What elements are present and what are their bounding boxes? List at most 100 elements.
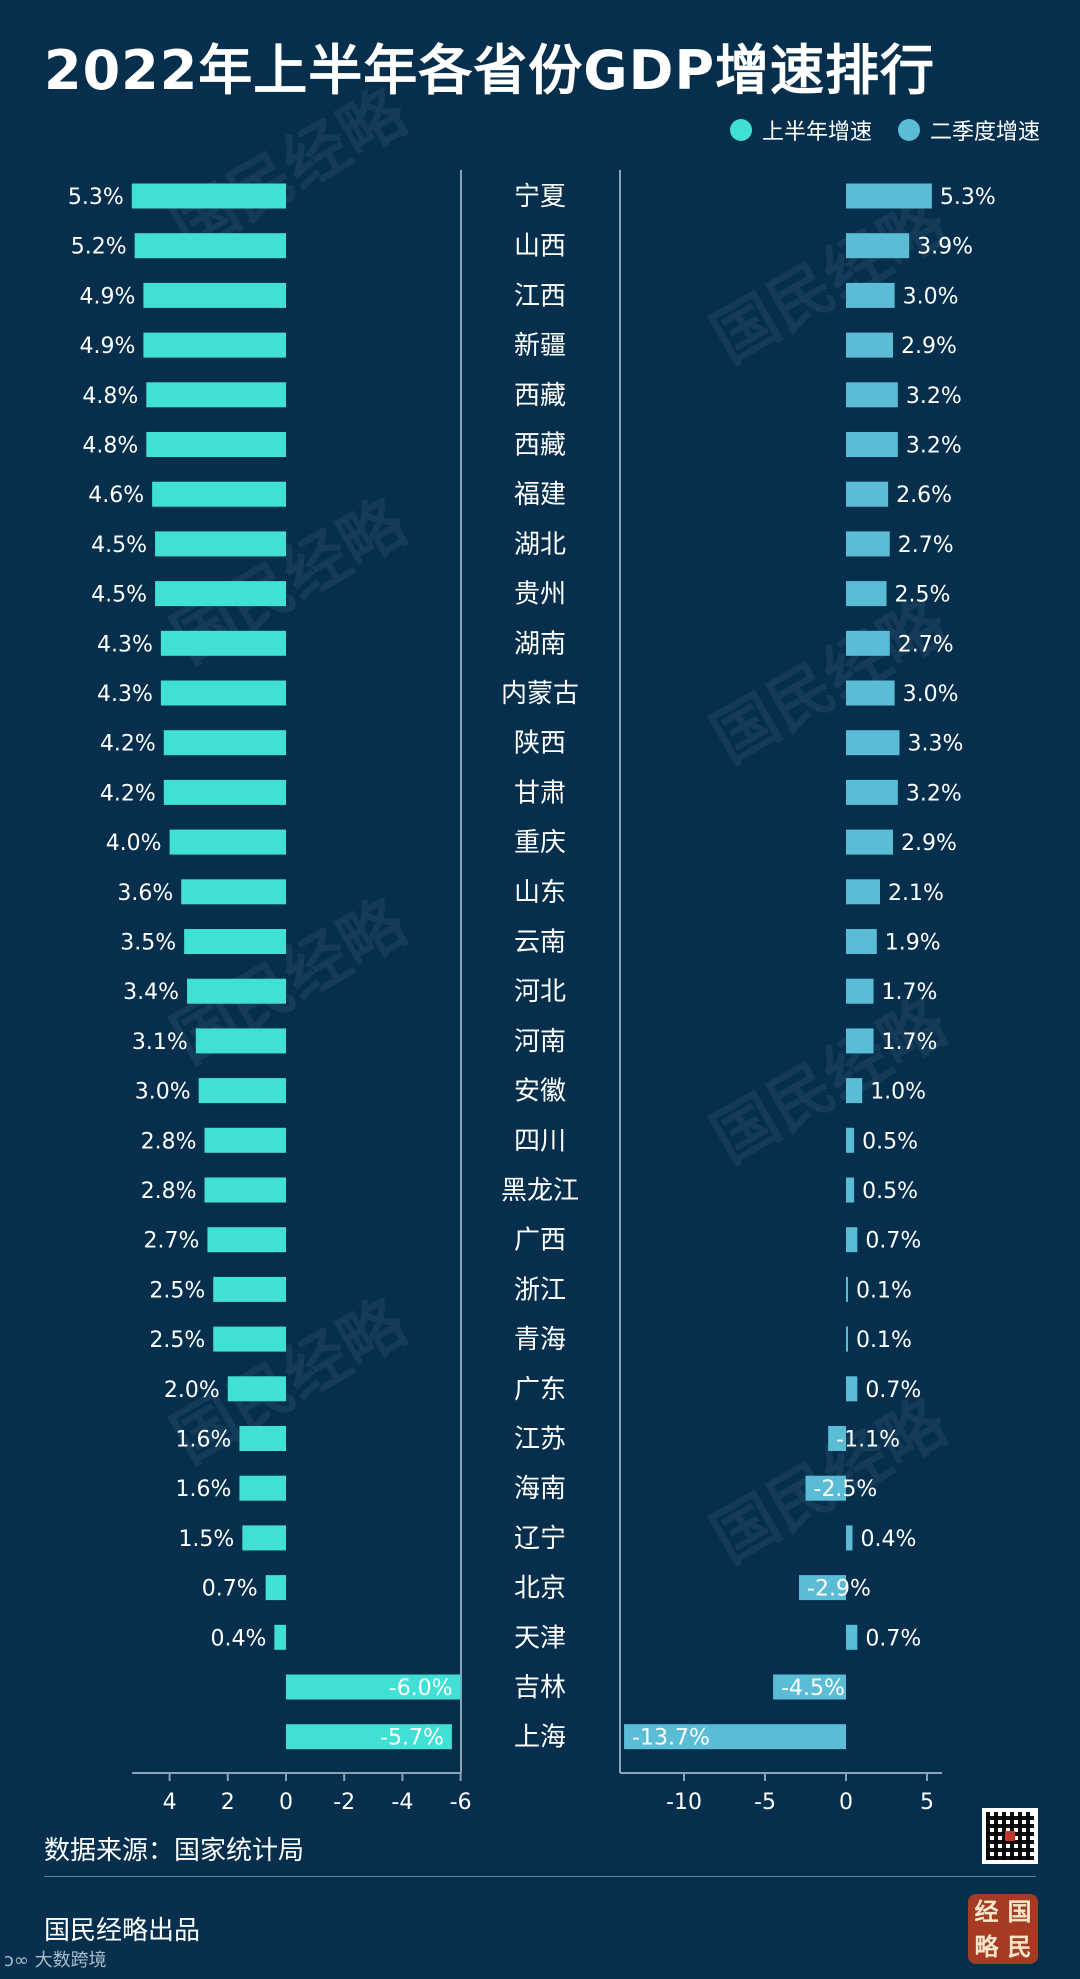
q2-bar [846, 730, 900, 756]
seal-char: 民 [1007, 1932, 1032, 1961]
province-label: 北京 [514, 1574, 566, 1604]
h1-bar [155, 531, 286, 557]
province-label: 四川 [514, 1126, 566, 1156]
right-x-tick-label: -5 [754, 1790, 776, 1810]
publisher-credit: 国民经略出品 [44, 1916, 201, 1946]
h1-bar [286, 1674, 461, 1700]
h1-value-label: -6.0% [389, 1676, 453, 1701]
q2-bar [846, 531, 890, 557]
q2-value-label: 0.1% [856, 1328, 912, 1353]
province-label: 广西 [514, 1226, 566, 1256]
province-label: 新疆 [514, 331, 566, 361]
q2-bar [846, 829, 893, 855]
q2-value-label: 2.9% [901, 334, 957, 359]
h1-bar [198, 1078, 286, 1104]
legend-item-q2: 二季度增速 [897, 114, 1040, 146]
q2-bar [846, 779, 898, 805]
chart-legend: 上半年增速 二季度增速 [704, 114, 1040, 146]
q2-value-label: -1.1% [836, 1428, 900, 1453]
q2-bar [846, 680, 895, 706]
h1-value-label: 5.2% [71, 235, 127, 260]
q2-bar [846, 1127, 855, 1153]
q2-value-label: 3.3% [907, 732, 963, 757]
q2-bar [846, 630, 890, 656]
h1-value-label: 4.8% [82, 384, 138, 409]
province-label: 福建 [514, 480, 566, 510]
province-label: 安徽 [514, 1077, 566, 1107]
left-x-tick-label: 2 [221, 1790, 235, 1810]
h1-bar [163, 779, 286, 805]
q2-value-label: -13.7% [632, 1726, 710, 1751]
q2-value-label: 3.2% [906, 384, 962, 409]
province-label: 宁夏 [514, 182, 566, 212]
h1-bar [204, 1177, 286, 1203]
q2-bar [846, 382, 898, 408]
province-label: 贵州 [514, 580, 566, 610]
h1-bar [131, 183, 286, 209]
h1-value-label: 4.9% [80, 284, 136, 309]
q2-bar [828, 1426, 846, 1451]
q2-bar [846, 1376, 858, 1402]
seal-char: 略 [974, 1932, 999, 1961]
q2-bar [846, 282, 895, 308]
q2-value-label: 1.9% [885, 931, 941, 956]
h1-bar [184, 929, 286, 954]
right-x-tick-label: 5 [920, 1790, 934, 1810]
h1-value-label: 4.8% [82, 434, 138, 459]
q2-bar [846, 1177, 855, 1203]
q2-value-label: 0.5% [862, 1129, 918, 1154]
province-label: 江苏 [514, 1425, 566, 1455]
q2-value-label: 2.5% [895, 583, 951, 608]
h1-value-label: 1.5% [178, 1527, 234, 1552]
h1-bar [265, 1575, 286, 1601]
h1-bar [181, 879, 286, 905]
q2-value-label: 1.0% [870, 1080, 926, 1105]
q2-bar [846, 183, 932, 209]
q2-bar [846, 432, 898, 457]
h1-value-label: 4.6% [88, 483, 144, 508]
province-label: 内蒙古 [501, 679, 579, 709]
q2-value-label: -4.5% [781, 1676, 845, 1701]
h1-bar [195, 1028, 286, 1054]
province-label: 西藏 [514, 381, 566, 411]
q2-bar [846, 1525, 853, 1551]
brand-seal-logo: 经 国 略 民 [968, 1894, 1038, 1964]
h1-value-label: 2.5% [149, 1328, 205, 1353]
left-x-tick-label: 0 [279, 1790, 293, 1810]
q2-value-label: 1.7% [882, 980, 938, 1005]
q2-value-label: -2.9% [807, 1577, 871, 1602]
province-label: 重庆 [514, 828, 566, 858]
q2-value-label: 3.0% [903, 682, 959, 707]
h1-value-label: 3.6% [117, 881, 173, 906]
h1-value-label: 4.3% [97, 682, 153, 707]
h1-bar [155, 581, 286, 607]
h1-value-label: 4.5% [91, 533, 147, 558]
h1-value-label: 5.3% [68, 185, 124, 210]
q2-value-label: 2.1% [888, 881, 944, 906]
q2-value-label: 0.7% [865, 1378, 921, 1403]
footer-divider [44, 1876, 1036, 1877]
h1-bar [143, 332, 286, 358]
q2-bar [799, 1575, 846, 1601]
q2-value-label: 5.3% [940, 185, 996, 210]
qr-code-icon[interactable] [982, 1808, 1038, 1864]
h1-value-label: 3.5% [120, 931, 176, 956]
q2-value-label: 2.6% [896, 483, 952, 508]
right-x-tick-label: 0 [839, 1790, 853, 1810]
q2-value-label: 0.5% [862, 1179, 918, 1204]
province-label: 天津 [514, 1623, 566, 1653]
province-label: 海南 [514, 1474, 566, 1504]
legend-label-h1: 上半年增速 [761, 120, 872, 145]
q2-bar [846, 1326, 848, 1352]
h1-bar [169, 829, 286, 855]
legend-label-q2: 二季度增速 [929, 120, 1040, 145]
left-x-tick-label: 4 [163, 1790, 177, 1810]
province-label: 青海 [514, 1325, 566, 1355]
h1-bar [146, 432, 286, 457]
province-label: 湖北 [514, 530, 566, 560]
q2-bar [846, 233, 910, 259]
province-label: 上海 [514, 1723, 566, 1753]
q2-bar [846, 1028, 874, 1054]
province-label: 河南 [514, 1027, 566, 1057]
q2-bar [846, 332, 893, 358]
